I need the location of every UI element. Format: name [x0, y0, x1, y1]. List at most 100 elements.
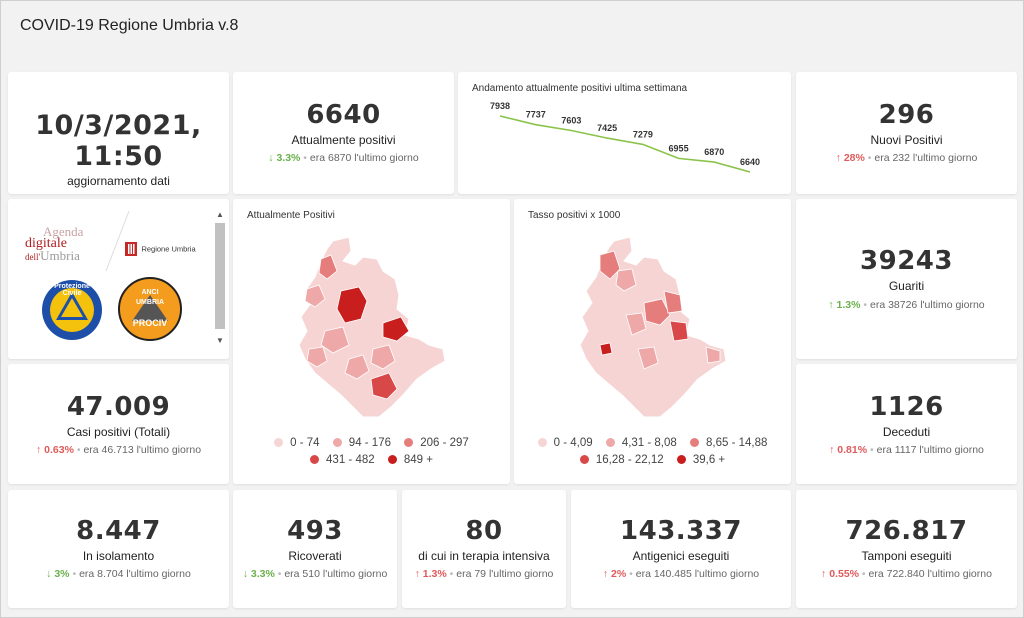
logos-scrollbar[interactable]: ▲ ▼: [214, 209, 226, 349]
arrow-up-icon: ↑: [821, 568, 827, 580]
kpi-prev: era 79 l'ultimo giorno: [456, 568, 554, 580]
kpi-change: ↓ 3.3% • era 510 l'ultimo giorno: [242, 568, 388, 580]
kpi-prev: era 8.704 l'ultimo giorno: [79, 568, 191, 580]
kpi-pct: 3%: [54, 568, 70, 580]
data-label: 7737: [526, 110, 546, 120]
kpi-attualmente-positivi: 6640 Attualmente positivi ↓ 3.3% • era 6…: [233, 72, 454, 194]
kpi-prev: era 722.840 l'ultimo giorno: [868, 568, 992, 580]
data-label: 7603: [561, 115, 581, 125]
kpi-change: ↑ 1.3% • era 79 l'ultimo giorno: [414, 568, 554, 580]
kpi-prev: era 38726 l'ultimo giorno: [869, 299, 985, 311]
kpi-change: ↑ 28% • era 232 l'ultimo giorno: [835, 152, 978, 164]
kpi-change: ↑ 0.81% • era 1117 l'ultimo giorno: [829, 444, 984, 456]
kpi-nuovi-positivi: 296 Nuovi Positivi ↑ 28% • era 232 l'ult…: [796, 72, 1017, 194]
map-title: Tasso positivi x 1000: [528, 210, 621, 221]
kpi-pct: 0.81%: [837, 444, 868, 456]
map-tasso-card: Tasso positivi x 1000 0 - 4,09 4,31 - 8,…: [514, 199, 791, 484]
legend-item: 206 - 297: [404, 435, 469, 452]
kpi-guariti: 39243 Guariti ↑ 1.3% • era 38726 l'ultim…: [796, 199, 1017, 359]
scroll-down-icon[interactable]: ▼: [216, 336, 224, 345]
kpi-value: 6640: [306, 100, 381, 130]
arrow-up-icon: ↑: [829, 444, 835, 456]
kpi-antigenici: 143.337 Antigenici eseguiti ↑ 2% • era 1…: [571, 490, 791, 608]
kpi-change: ↑ 0.55% • era 722.840 l'ultimo giorno: [821, 568, 992, 580]
data-label: 6640: [740, 157, 760, 167]
umbria-map-tasso[interactable]: [514, 199, 791, 429]
kpi-casi-totali: 47.009 Casi positivi (Totali) ↑ 0.63% • …: [8, 364, 229, 484]
kpi-pct: 0.55%: [829, 568, 859, 580]
map-positivi-card: Attualmente Positivi 0 - 74 94 - 176 206…: [233, 199, 510, 484]
scroll-up-icon[interactable]: ▲: [216, 210, 224, 219]
regione-umbria-logo: Regione Umbria: [125, 240, 196, 258]
kpi-pct: 0.63%: [44, 444, 74, 456]
kpi-value: 296: [878, 100, 935, 130]
kpi-change: ↑ 0.63% • era 46.713 l'ultimo giorno: [35, 444, 202, 456]
data-label: 7279: [633, 129, 653, 139]
kpi-change: ↓ 3.3% • era 6870 l'ultimo giorno: [268, 152, 419, 164]
kpi-value: 39243: [860, 246, 953, 276]
kpi-value: 493: [287, 516, 343, 546]
kpi-value: 47.009: [66, 392, 171, 422]
map-tasso-legend: 0 - 4,09 4,31 - 8,08 8,65 - 14,88 16,28 …: [514, 435, 791, 469]
update-label: aggiornamento dati: [67, 174, 170, 188]
kpi-value: 8.447: [76, 516, 161, 546]
kpi-deceduti: 1126 Deceduti ↑ 0.81% • era 1117 l'ultim…: [796, 364, 1017, 484]
kpi-label: Deceduti: [882, 425, 931, 439]
kpi-isolamento: 8.447 In isolamento ↓ 3% • era 8.704 l'u…: [8, 490, 229, 608]
arrow-down-icon: ↓: [46, 568, 52, 580]
anci-prociv-text: ANCI UMBRIA PROCIV: [132, 289, 168, 328]
kpi-prev: era 1117 l'ultimo giorno: [876, 444, 984, 456]
kpi-ricoverati: 493 Ricoverati ↓ 3.3% • era 510 l'ultimo…: [233, 490, 397, 608]
data-label: 6955: [669, 143, 689, 153]
kpi-value: 726.817: [845, 516, 968, 546]
legend-item: 39,6 +: [676, 452, 725, 469]
kpi-tamponi: 726.817 Tamponi eseguiti ↑ 0.55% • era 7…: [796, 490, 1017, 608]
arrow-up-icon: ↑: [835, 152, 841, 164]
kpi-pct: 28%: [843, 152, 865, 164]
scroll-thumb[interactable]: [215, 223, 225, 329]
kpi-pct: 1.3%: [836, 299, 861, 311]
data-label: 7425: [597, 123, 617, 133]
legend-item: 0 - 74: [274, 435, 320, 452]
data-label: 7938: [490, 101, 510, 111]
arrow-up-icon: ↑: [414, 568, 420, 580]
logos-card: Agenda digitale dell'Umbria Regione Umbr…: [8, 199, 229, 359]
map-positivi-legend: 0 - 74 94 - 176 206 - 297 431 - 482 849 …: [233, 435, 510, 469]
kpi-pct: 2%: [611, 568, 627, 580]
protezione-civile-logo: [42, 280, 102, 340]
umbria-map-positivi[interactable]: [233, 199, 510, 429]
kpi-terapia-intensiva: 80 di cui in terapia intensiva ↑ 1.3% • …: [402, 490, 566, 608]
arrow-up-icon: ↑: [828, 299, 834, 311]
kpi-label: Guariti: [888, 279, 925, 293]
kpi-label: Tamponi eseguiti: [861, 549, 952, 563]
update-datetime: 10/3/2021, 11:50: [35, 110, 202, 172]
legend-item: 8,65 - 14,88: [690, 435, 767, 452]
arrow-up-icon: ↑: [35, 444, 42, 456]
kpi-label: Antigenici eseguiti: [632, 549, 730, 563]
page-title: COVID-19 Regione Umbria v.8: [20, 17, 239, 34]
arrow-down-icon: ↓: [268, 152, 274, 164]
kpi-label: Nuovi Positivi: [870, 133, 943, 147]
kpi-label: di cui in terapia intensiva: [418, 549, 550, 563]
trend-chart: 7938 7737 7603 7425 7279 6955 6870 6640: [490, 101, 760, 173]
kpi-value: 143.337: [620, 516, 742, 546]
legend-item: 431 - 482: [310, 452, 375, 469]
kpi-prev: era 46.713 l'ultimo giorno: [83, 444, 202, 456]
agenda-digitale-logo: Agenda digitale dell'Umbria: [25, 224, 84, 263]
kpi-prev: era 232 l'ultimo giorno: [874, 152, 978, 164]
kpi-label: Casi positivi (Totali): [66, 425, 171, 439]
regione-crest-icon: [125, 241, 137, 256]
map-title: Attualmente Positivi: [247, 210, 335, 221]
legend-item: 94 - 176: [332, 435, 391, 452]
kpi-label: In isolamento: [82, 549, 155, 563]
kpi-change: ↑ 2% • era 140.485 l'ultimo giorno: [602, 568, 760, 580]
kpi-pct: 1.3%: [422, 568, 447, 580]
trend-chart-card: Andamento attualmente positivi ultima se…: [458, 72, 791, 194]
divider-line: [105, 210, 130, 272]
arrow-up-icon: ↑: [602, 568, 609, 580]
kpi-label: Ricoverati: [288, 549, 342, 563]
legend-item: 849 +: [387, 452, 433, 469]
kpi-pct: 3.3%: [250, 568, 275, 580]
anci-prociv-logo: [118, 277, 182, 341]
kpi-value: 1126: [869, 392, 944, 422]
